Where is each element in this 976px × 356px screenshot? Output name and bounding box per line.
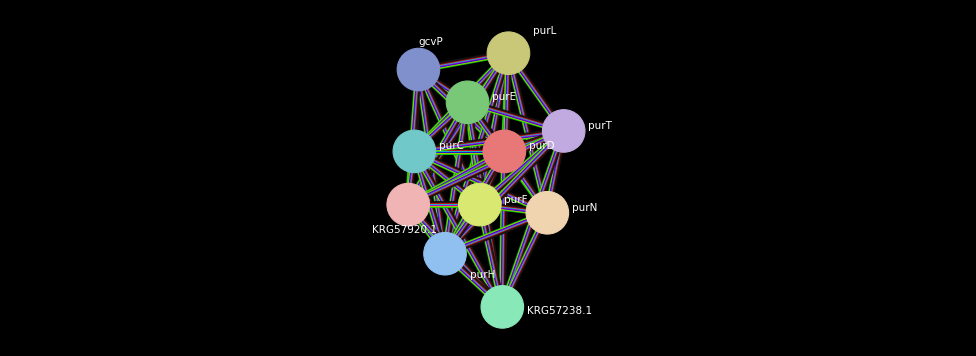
Text: gcvP: gcvP — [419, 37, 443, 47]
Text: purN: purN — [572, 203, 597, 213]
Text: purC: purC — [439, 141, 464, 152]
Text: purH: purH — [469, 270, 495, 280]
Circle shape — [424, 232, 467, 275]
Circle shape — [397, 48, 440, 91]
Circle shape — [526, 192, 569, 234]
Text: purT: purT — [589, 121, 612, 131]
Circle shape — [487, 32, 530, 74]
Text: KRG57920.1: KRG57920.1 — [372, 225, 436, 235]
Text: purE: purE — [492, 93, 516, 103]
Circle shape — [543, 110, 585, 152]
Text: purD: purD — [529, 141, 554, 152]
Circle shape — [386, 183, 429, 226]
Text: purF: purF — [505, 195, 528, 205]
Circle shape — [481, 286, 523, 328]
Text: purL: purL — [533, 26, 556, 36]
Circle shape — [393, 130, 435, 173]
Circle shape — [446, 81, 489, 124]
Text: KRG57238.1: KRG57238.1 — [527, 306, 592, 316]
Circle shape — [459, 183, 501, 226]
Circle shape — [483, 130, 526, 173]
